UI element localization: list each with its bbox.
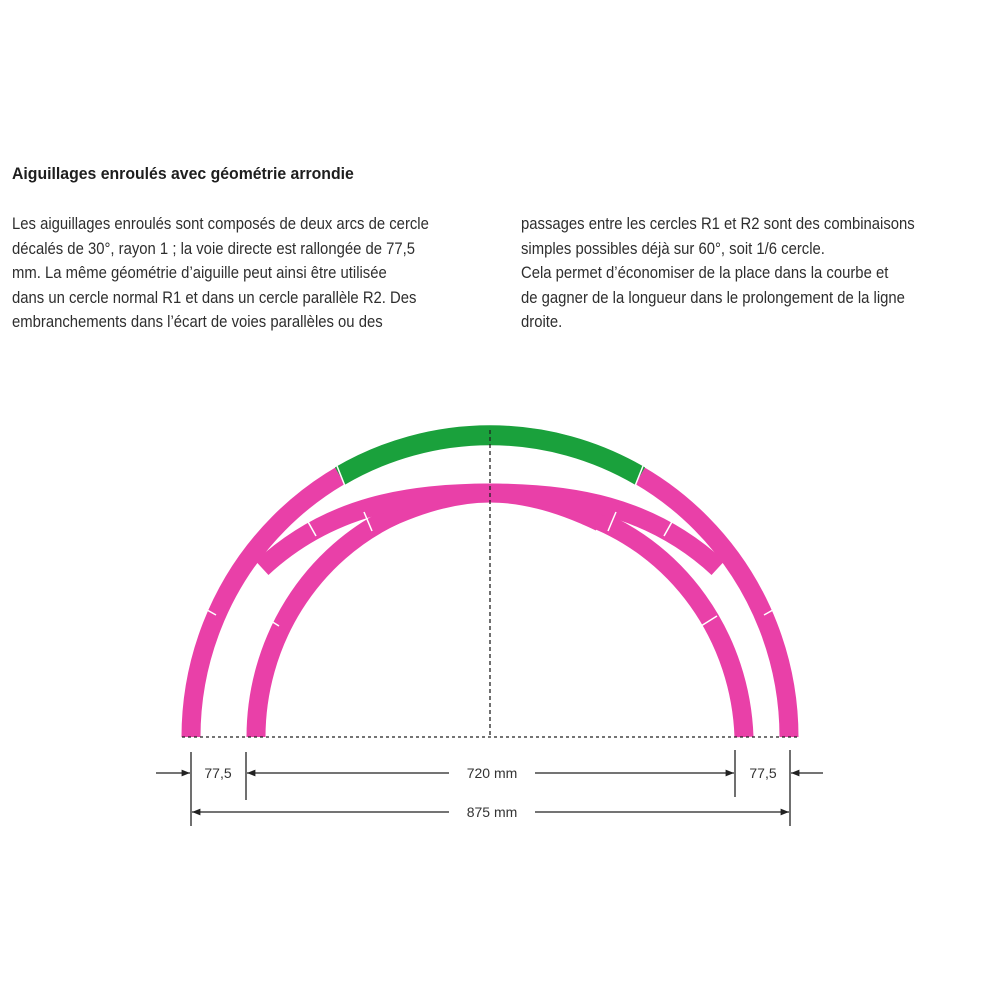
text-line: embranchements dans l’écart de voies par…: [12, 313, 383, 332]
dimension-lines: [156, 430, 823, 826]
switch-branch-right: [489, 483, 725, 575]
text-line: décalés de 30°, rayon 1 ; la voie direct…: [12, 239, 416, 258]
text-column-1: Les aiguillages enroulés sont composés d…: [12, 212, 475, 335]
text-line: simples possibles déjà sur 60°, soit 1/6…: [521, 239, 825, 258]
section-title: Aiguillages enroulés avec géométrie arro…: [12, 164, 354, 183]
track-joints: [199, 465, 781, 627]
text-line: Cela permet d’économiser de la place dan…: [521, 264, 889, 283]
switch-branch-left: [255, 483, 491, 575]
inner-track-r1-right: [581, 506, 754, 738]
dim-right-label: 77,5: [749, 765, 776, 781]
text-line: dans un cercle normal R1 et dans un cerc…: [12, 288, 417, 307]
green-highlight-track: [334, 425, 646, 485]
dim-total-label: 875 mm: [467, 804, 518, 820]
text-line: passages entre les cercles R1 et R2 sont…: [521, 215, 915, 233]
text-line: de gagner de la longueur dans le prolong…: [521, 288, 905, 307]
text-line: mm. La même géométrie d’aiguille peut ai…: [12, 264, 387, 283]
dim-middle-label: 720 mm: [467, 765, 518, 781]
inner-track-r1-left: [246, 506, 400, 738]
text-line: Les aiguillages enroulés sont composés d…: [12, 215, 429, 233]
dim-left-label: 77,5: [204, 765, 231, 781]
text-column-2: passages entre les cercles R1 et R2 sont…: [521, 212, 958, 335]
text-line: droite.: [521, 313, 563, 332]
